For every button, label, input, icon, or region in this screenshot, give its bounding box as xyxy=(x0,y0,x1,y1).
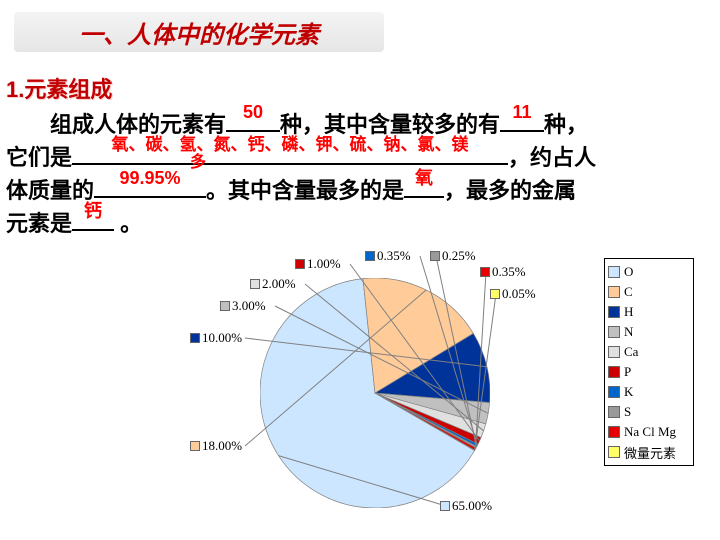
pie-svg xyxy=(260,278,490,508)
callout-swatch xyxy=(490,289,500,299)
chart-callout: 65.00% xyxy=(440,498,492,514)
chart-callout: 0.05% xyxy=(490,286,536,302)
callout-label: 1.00% xyxy=(307,256,341,272)
blank-5: 氧 xyxy=(404,174,444,198)
text-frag: 。 xyxy=(114,211,142,236)
callout-swatch xyxy=(250,279,260,289)
callout-label: 0.35% xyxy=(377,248,411,264)
text-frag: ，最多的金属 xyxy=(444,178,576,203)
callout-label: 10.00% xyxy=(202,330,242,346)
legend-label: O xyxy=(624,264,633,280)
legend-swatch xyxy=(608,426,620,438)
callout-swatch xyxy=(365,251,375,261)
text-frag: ，约占人 xyxy=(508,145,596,170)
legend-label: S xyxy=(624,404,631,420)
callout-swatch xyxy=(220,301,230,311)
legend-swatch xyxy=(608,266,620,278)
callout-swatch xyxy=(430,251,440,261)
callout-swatch xyxy=(440,501,450,511)
legend-item: 微量元素 xyxy=(608,443,690,461)
callout-label: 18.00% xyxy=(202,438,242,454)
legend-swatch xyxy=(608,406,620,418)
legend: OCHN Ca PKS Na Cl Mg 微量元素 xyxy=(604,258,694,466)
legend-item: Na Cl Mg xyxy=(608,423,690,441)
legend-swatch xyxy=(608,386,620,398)
legend-label: K xyxy=(624,384,633,400)
legend-item: P xyxy=(608,363,690,381)
legend-item: K xyxy=(608,383,690,401)
callout-label: 65.00% xyxy=(452,498,492,514)
callout-label: 2.00% xyxy=(262,276,296,292)
section-label: 1.元素组成 xyxy=(6,72,112,104)
legend-item: N xyxy=(608,323,690,341)
title-bar: 一、人体中的化学元素 xyxy=(14,12,384,52)
text-frag: 。其中含量最多的是 xyxy=(206,178,404,203)
chart-callout: 10.00% xyxy=(190,330,242,346)
chart-callout: 18.00% xyxy=(190,438,242,454)
legend-swatch xyxy=(608,306,620,318)
chart-callout: 0.25% xyxy=(430,248,476,264)
callout-swatch xyxy=(190,333,200,343)
legend-label: P xyxy=(624,364,631,380)
legend-item: Ca xyxy=(608,343,690,361)
callout-label: 3.00% xyxy=(232,298,266,314)
legend-item: H xyxy=(608,303,690,321)
callout-label: 0.05% xyxy=(502,286,536,302)
legend-swatch xyxy=(608,366,620,378)
page-title: 一、人体中的化学元素 xyxy=(79,15,319,50)
callout-swatch xyxy=(190,441,200,451)
legend-swatch xyxy=(608,346,620,358)
pie-chart: OCHN Ca PKS Na Cl Mg 微量元素 65.00% 18.00% 10.00%… xyxy=(140,248,700,538)
chart-callout: 1.00% xyxy=(295,256,341,272)
callout-label: 0.25% xyxy=(442,248,476,264)
blank-6: 钙 xyxy=(72,207,114,231)
text-frag: 元素是 xyxy=(6,211,72,236)
callout-swatch xyxy=(295,259,305,269)
legend-swatch xyxy=(608,446,620,458)
legend-item: S xyxy=(608,403,690,421)
legend-item: C xyxy=(608,283,690,301)
chart-callout: 0.35% xyxy=(480,264,526,280)
text-frag: 它们是 xyxy=(6,145,72,170)
body-paragraph: 组成人体的元素有50种，其中含量较多的有11种， 它们是氧、碳、氢、氮、钙、磷、… xyxy=(6,108,714,240)
legend-label: Na Cl Mg xyxy=(624,424,676,440)
chart-callout: 3.00% xyxy=(220,298,266,314)
callout-swatch xyxy=(480,267,490,277)
legend-swatch xyxy=(608,326,620,338)
legend-item: O xyxy=(608,263,690,281)
legend-label: C xyxy=(624,284,633,300)
chart-callout: 2.00% xyxy=(250,276,296,292)
chart-callout: 0.35% xyxy=(365,248,411,264)
legend-label: H xyxy=(624,304,633,320)
legend-label: Ca xyxy=(624,344,638,360)
legend-label: N xyxy=(624,324,633,340)
insertion-mark: 多 xyxy=(190,148,206,172)
legend-swatch xyxy=(608,286,620,298)
callout-label: 0.35% xyxy=(492,264,526,280)
text-frag: 种， xyxy=(544,112,588,137)
legend-label: 微量元素 xyxy=(624,443,676,462)
